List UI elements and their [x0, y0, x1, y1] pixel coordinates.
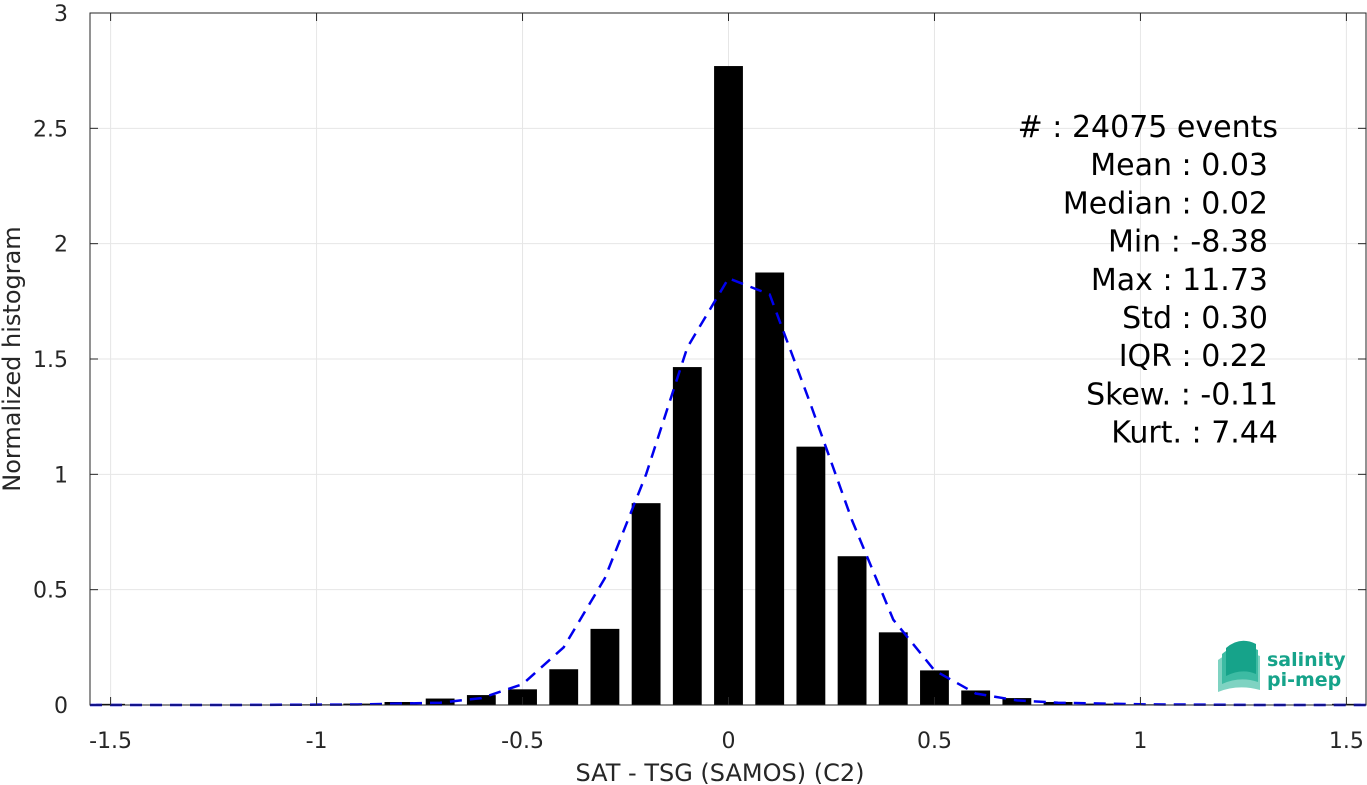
wave-logo-icon: [1218, 640, 1260, 692]
histogram-bar: [714, 66, 743, 705]
histogram-bar: [466, 695, 496, 705]
y-tick-label: 1.5: [33, 348, 68, 373]
stat-line: Skew. : -0.11: [1086, 377, 1278, 412]
x-tick-label: 1: [1133, 729, 1147, 754]
y-tick-label: 0.5: [33, 579, 68, 604]
fit-curve: [90, 276, 1367, 707]
logo-line1: salinity: [1267, 649, 1346, 671]
x-tick-label: 0.5: [917, 729, 952, 754]
y-tick-label: 1: [54, 463, 68, 488]
x-tick-label: 1.5: [1329, 729, 1364, 754]
stat-line: IQR : 0.22: [1119, 339, 1268, 374]
x-tick-label: -0.5: [501, 729, 544, 754]
y-tick-label: 2.5: [33, 117, 68, 142]
histogram-bar: [796, 446, 826, 705]
stat-line: # : 24075 events: [1018, 110, 1278, 145]
histogram-bar: [672, 367, 702, 705]
y-tick-label: 2: [54, 233, 68, 258]
stat-line: Median : 0.02: [1063, 186, 1268, 221]
stat-line: Mean : 0.03: [1090, 148, 1268, 183]
histogram-bar: [590, 628, 620, 705]
y-tick-label: 0: [54, 694, 68, 719]
y-axis-label: Normalized histogram: [0, 226, 26, 491]
stat-line: Kurt. : 7.44: [1111, 416, 1278, 451]
stat-line: Max : 11.73: [1091, 263, 1268, 298]
histogram-bar: [549, 669, 579, 705]
y-tick-label: 3: [54, 2, 68, 27]
x-tick-label: -1: [306, 729, 328, 754]
histogram-bars: [96, 66, 1361, 705]
histogram-bar: [631, 503, 661, 705]
x-tick-label: -1.5: [89, 729, 132, 754]
stat-line: Std : 0.30: [1122, 301, 1268, 336]
y-axis-ticks: 0 0.5 1 1.5 2 2.5 3: [33, 2, 1366, 719]
histogram-bar: [755, 272, 785, 705]
logo-line2: pi-mep: [1267, 669, 1341, 691]
x-axis-ticks: -1.5 -1 -0.5 0 0.5 1 1.5: [89, 13, 1364, 754]
stat-line: Min : -8.38: [1108, 225, 1268, 260]
histogram-bar: [837, 556, 867, 705]
salinity-pi-mep-logo: salinity pi-mep: [1218, 640, 1346, 692]
x-tick-label: 0: [722, 729, 736, 754]
histogram-bar: [878, 632, 908, 705]
x-axis-label: SAT - TSG (SAMOS) (C2): [576, 759, 865, 785]
